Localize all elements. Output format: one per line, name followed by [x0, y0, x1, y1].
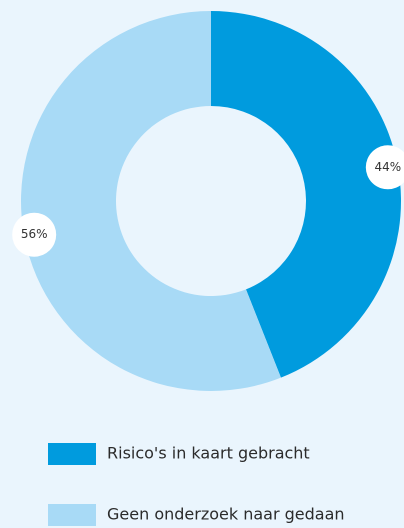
legend-swatch	[48, 504, 96, 526]
legend-swatch	[48, 443, 96, 465]
label-bubble	[12, 212, 57, 257]
donut-segment	[211, 11, 402, 378]
legend-label: Risico's in kaart gebracht	[107, 444, 310, 463]
data-label: 44%	[374, 160, 401, 174]
label-bubble	[365, 145, 404, 190]
donut-segment	[21, 11, 281, 391]
data-label: 56%	[21, 227, 48, 241]
legend-label: Geen onderzoek naar gedaan	[107, 505, 345, 524]
